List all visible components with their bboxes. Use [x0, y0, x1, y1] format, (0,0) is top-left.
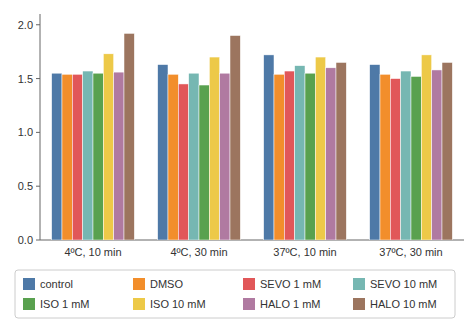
- bar: [411, 76, 421, 240]
- bar: [220, 73, 230, 240]
- bar: [199, 85, 209, 240]
- bar: [442, 62, 452, 240]
- bar: [274, 74, 284, 240]
- category-label: 37ºC, 30 min: [379, 246, 442, 258]
- legend-label: ISO 1 mM: [40, 298, 90, 310]
- legend-label: DMSO: [150, 278, 183, 290]
- bar: [421, 55, 431, 240]
- bar: [124, 33, 134, 240]
- chart: 0.0 0.5 1.0 1.5 2.0 4ºC, 10 min 4ºC, 30 min 37º…: [0, 0, 474, 335]
- bar: [189, 73, 199, 240]
- legend-swatch: [133, 278, 145, 290]
- bar: [178, 84, 188, 240]
- legend-swatch: [353, 298, 365, 310]
- tick-mark: [36, 240, 40, 241]
- bar: [326, 68, 336, 240]
- legend-label: ISO 10 mM: [150, 298, 206, 310]
- legend-swatch: [243, 278, 255, 290]
- bar: [305, 73, 315, 240]
- bar: [380, 74, 390, 240]
- legend-label: control: [40, 278, 73, 290]
- bar: [72, 74, 82, 240]
- tick-label: 1.0: [18, 126, 33, 138]
- legend-box: [15, 270, 455, 318]
- legend: control DMSO SEVO 1 mM SEVO 10 mM ISO 1 mM IS…: [15, 270, 455, 318]
- category-label: 4ºC, 10 min: [64, 246, 121, 258]
- legend-swatch: [23, 298, 35, 310]
- tick-label: 1.5: [18, 73, 33, 85]
- tick-label: 0.0: [18, 234, 33, 246]
- bar: [432, 70, 442, 240]
- bars: [52, 33, 453, 240]
- bar: [284, 71, 294, 240]
- bar: [315, 57, 325, 240]
- bar: [230, 36, 240, 240]
- category-label: 37ºC, 10 min: [273, 246, 336, 258]
- legend-swatch: [23, 278, 35, 290]
- bar: [52, 73, 62, 240]
- tick-label: 2.0: [18, 19, 33, 31]
- tick-label: 0.5: [18, 180, 33, 192]
- legend-swatch: [243, 298, 255, 310]
- bar: [209, 57, 219, 240]
- bar: [336, 62, 346, 240]
- x-axis: 4ºC, 10 min 4ºC, 30 min 37ºC, 10 min 37ºC, …: [64, 246, 442, 258]
- axis-line: [40, 14, 41, 240]
- bar: [370, 65, 380, 240]
- bar: [158, 65, 168, 240]
- tick-mark: [36, 78, 40, 79]
- category-label: 4ºC, 30 min: [170, 246, 227, 258]
- bar: [390, 79, 400, 240]
- legend-swatch: [353, 278, 365, 290]
- legend-label: SEVO 1 mM: [260, 278, 321, 290]
- bar: [93, 73, 103, 240]
- bar: [114, 72, 124, 240]
- bar: [103, 54, 113, 240]
- bar: [168, 74, 178, 240]
- bar: [83, 71, 93, 240]
- bar: [401, 71, 411, 240]
- tick-mark: [36, 24, 40, 25]
- tick-mark: [36, 132, 40, 133]
- legend-label: HALO 10 mM: [370, 298, 437, 310]
- bar: [264, 55, 274, 240]
- legend-label: HALO 1 mM: [260, 298, 321, 310]
- y-axis: 0.0 0.5 1.0 1.5 2.0: [18, 14, 464, 246]
- bar: [62, 74, 72, 240]
- tick-mark: [36, 186, 40, 187]
- legend-label: SEVO 10 mM: [370, 278, 437, 290]
- legend-swatch: [133, 298, 145, 310]
- bar: [295, 66, 305, 240]
